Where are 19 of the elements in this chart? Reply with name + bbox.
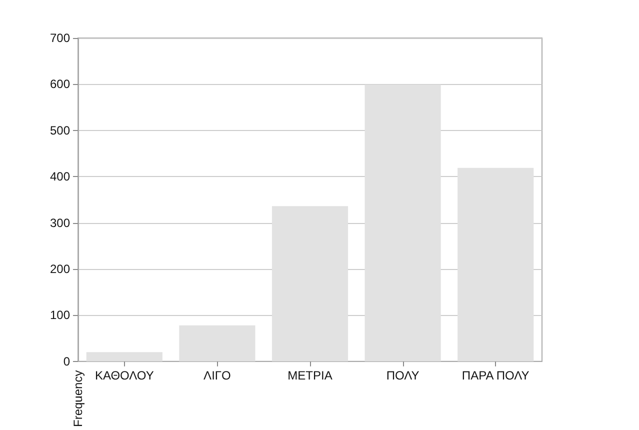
x-tick-label: ΚΑΘΟΛΟΥ xyxy=(94,368,154,382)
bar xyxy=(364,84,441,362)
y-axis-title: Frequency xyxy=(71,370,85,427)
bar xyxy=(179,325,256,362)
y-tick-label: 300 xyxy=(50,216,70,230)
y-tick-label: 200 xyxy=(50,262,70,276)
y-tick-label: 600 xyxy=(50,77,70,92)
x-tick-label: ΜΕΤΡΙΑ xyxy=(288,368,332,382)
y-tick-label: 100 xyxy=(50,308,70,322)
bar xyxy=(458,168,534,362)
y-tick-label: 400 xyxy=(50,170,70,184)
y-tick-label: 0 xyxy=(63,354,70,368)
bar xyxy=(272,206,348,362)
x-tick-label: ΠΑΡΑ ΠΟΛΥ xyxy=(462,368,530,382)
x-tick-label: ΛΙΓΟ xyxy=(204,368,231,382)
bar xyxy=(86,352,162,362)
y-tick-label: 500 xyxy=(50,123,70,138)
x-tick-label: ΠΟΛΥ xyxy=(386,368,420,382)
y-tick-label: 700 xyxy=(50,31,70,45)
